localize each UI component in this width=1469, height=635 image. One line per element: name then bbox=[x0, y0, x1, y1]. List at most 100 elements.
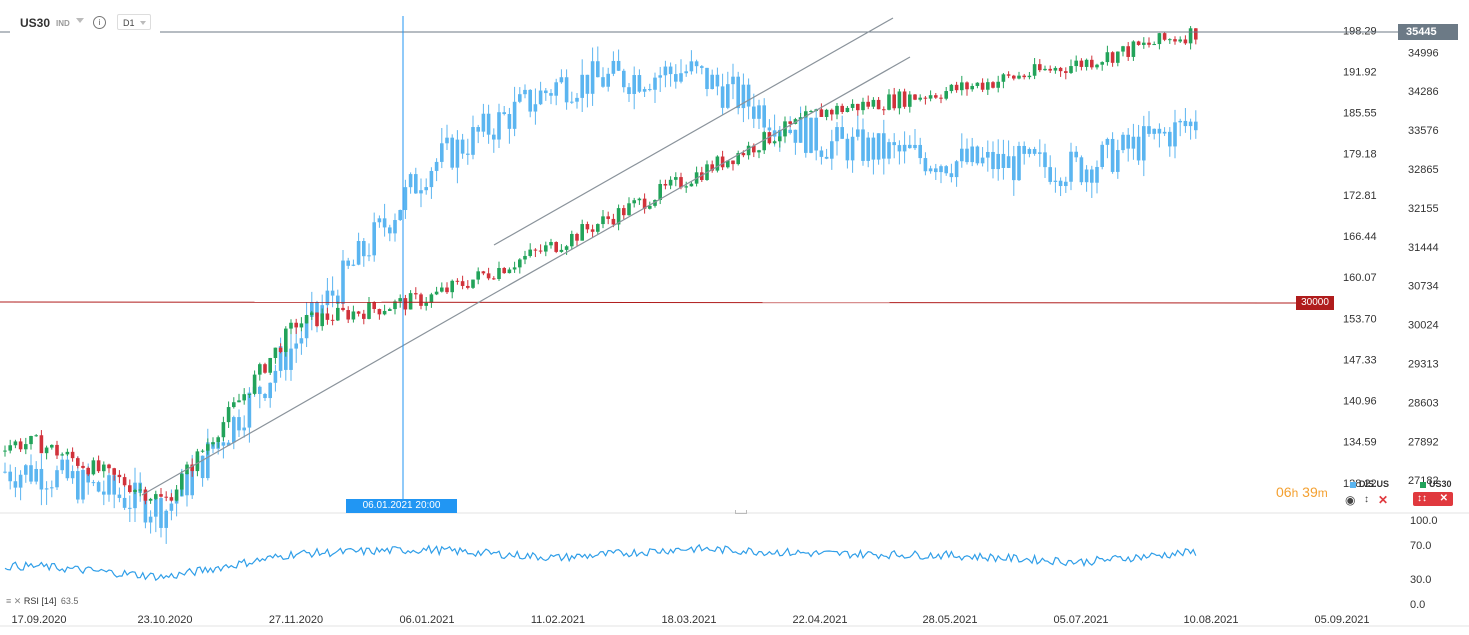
us30-candle bbox=[824, 109, 829, 117]
level-30000-flag[interactable]: 30000 bbox=[1296, 296, 1334, 310]
us30-candle bbox=[892, 94, 896, 109]
info-icon[interactable]: i bbox=[93, 16, 106, 29]
eye-icon[interactable]: ◉ bbox=[1345, 493, 1356, 507]
us30-candle bbox=[752, 145, 756, 153]
series-remove-icon[interactable]: ✕ bbox=[1439, 493, 1448, 504]
dis-candle bbox=[107, 475, 111, 495]
us30-candle bbox=[1022, 75, 1026, 78]
dis-tick-label: 134.59 bbox=[1343, 437, 1377, 449]
dis-candle bbox=[736, 76, 740, 109]
us30-candle bbox=[1006, 74, 1011, 76]
dis-candle bbox=[497, 112, 501, 140]
us30-candle bbox=[1043, 68, 1047, 71]
dis-candle bbox=[720, 86, 725, 108]
dis-candle bbox=[679, 73, 683, 82]
us30-candle bbox=[783, 121, 787, 137]
dis-tick-label: 140.96 bbox=[1343, 396, 1377, 408]
dis-candle bbox=[1001, 153, 1006, 168]
us30-candle bbox=[445, 287, 449, 293]
move-updown-icon[interactable]: ↕ bbox=[1364, 494, 1369, 505]
us30-candle bbox=[830, 109, 834, 115]
dis-candle bbox=[882, 133, 886, 159]
dis-candle bbox=[86, 469, 90, 483]
dis-candle bbox=[991, 151, 995, 170]
dis-candle bbox=[29, 465, 33, 482]
dis-candle bbox=[24, 465, 28, 475]
us30-candle bbox=[466, 285, 470, 288]
x-tick-label: 17.09.2020 bbox=[11, 614, 66, 626]
close-icon[interactable]: ✕ bbox=[1378, 493, 1389, 507]
us30-candle bbox=[1131, 41, 1136, 57]
pane-drag-handle[interactable] bbox=[735, 510, 747, 514]
us30-candle bbox=[726, 160, 730, 168]
dis-candle bbox=[689, 61, 694, 72]
us30-candle bbox=[460, 281, 465, 286]
us30-candle bbox=[954, 84, 959, 91]
dis-candle bbox=[1017, 145, 1021, 181]
dis-candle bbox=[237, 417, 241, 431]
us30-candle bbox=[715, 156, 720, 171]
dis-candle bbox=[913, 144, 917, 149]
us30-candle bbox=[762, 132, 766, 151]
dis-candle bbox=[91, 482, 96, 484]
us30-candle bbox=[616, 208, 621, 225]
us30-tick-label: 27892 bbox=[1408, 436, 1439, 448]
us30-candle bbox=[840, 105, 844, 112]
series-settings-icon[interactable]: ↕↕ bbox=[1417, 493, 1427, 504]
us30-candle bbox=[637, 198, 642, 201]
dis-candle bbox=[804, 117, 808, 153]
dis-candle bbox=[8, 471, 12, 482]
us30-candle bbox=[169, 497, 174, 501]
us30-tick-label: 27182 bbox=[1408, 475, 1439, 487]
us30-candle bbox=[897, 91, 902, 109]
us30-candle bbox=[398, 298, 402, 302]
dis-candle bbox=[996, 153, 1000, 170]
us30-candle bbox=[554, 242, 558, 252]
us30-candle bbox=[356, 311, 361, 314]
us30-candle bbox=[1032, 64, 1037, 76]
legend-us30[interactable]: US30 bbox=[1420, 479, 1452, 489]
dis-candle bbox=[336, 295, 340, 304]
us30-candle bbox=[850, 103, 855, 108]
us30-candle bbox=[96, 460, 101, 472]
dis-candle bbox=[1162, 131, 1167, 134]
us30-candle bbox=[486, 273, 491, 279]
legend-dis[interactable]: DIS.US bbox=[1350, 479, 1389, 489]
dis-candle bbox=[393, 220, 397, 234]
us30-candle bbox=[684, 186, 688, 188]
dis-candle bbox=[960, 148, 964, 162]
us30-candle bbox=[440, 287, 444, 292]
us30-candle bbox=[206, 444, 210, 451]
dis-candle bbox=[819, 150, 824, 157]
dis-candle bbox=[554, 82, 558, 96]
dis-candle bbox=[944, 166, 948, 174]
dis-candle bbox=[242, 427, 246, 431]
us30-candle bbox=[414, 293, 418, 295]
dis-candle bbox=[1074, 151, 1078, 158]
us30-candle bbox=[76, 458, 80, 466]
us30-candle bbox=[788, 121, 792, 124]
dis-candle bbox=[362, 241, 366, 257]
us30-candle bbox=[91, 460, 96, 475]
us30-candle bbox=[216, 437, 220, 443]
dis-candle bbox=[143, 492, 148, 523]
indicator-menu-icon[interactable]: ≡ bbox=[6, 596, 12, 606]
us30-candle bbox=[65, 451, 70, 455]
rsi-remove-icon[interactable]: ✕ bbox=[13, 596, 22, 606]
dis-candle bbox=[1027, 148, 1032, 154]
us30-candle bbox=[1095, 64, 1099, 68]
dis-candle bbox=[559, 77, 564, 83]
us30-series-controls[interactable]: ↕↕ ✕ bbox=[1413, 492, 1453, 506]
dis-candle bbox=[788, 129, 792, 134]
symbol-dropdown-chevron-icon[interactable] bbox=[76, 18, 84, 23]
timeframe-select[interactable]: D1 bbox=[117, 14, 151, 30]
us30-candle bbox=[1183, 39, 1188, 44]
us30-candle bbox=[949, 84, 954, 92]
dis-candle bbox=[1084, 169, 1089, 183]
us30-candle bbox=[299, 323, 304, 328]
symbol-label[interactable]: US30 bbox=[20, 16, 51, 30]
us30-candle bbox=[382, 310, 387, 315]
dis-candle bbox=[518, 94, 522, 102]
us30-candle bbox=[351, 311, 356, 320]
